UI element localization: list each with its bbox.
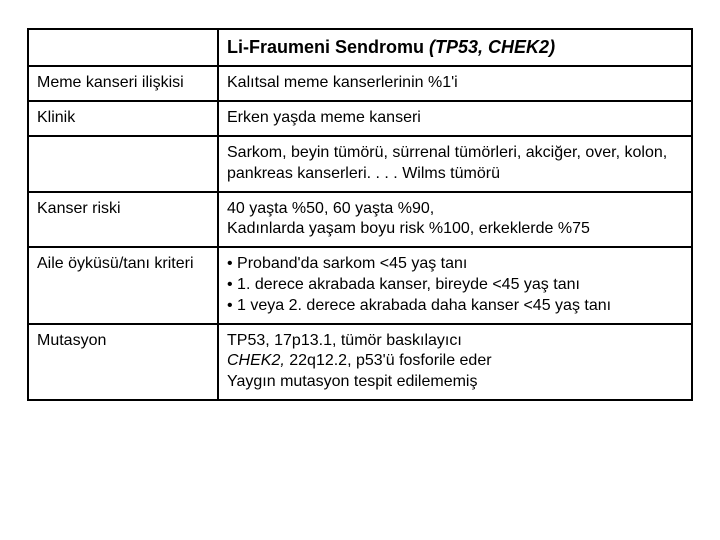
table-row: Aile öyküsü/tanı kriteri • Proband'da sa…	[28, 247, 692, 323]
header-title-plain: Li-Fraumeni Sendromu	[227, 37, 429, 57]
row-value: Erken yaşda meme kanseri	[218, 101, 692, 136]
header-title-italic: (TP53, CHEK2)	[429, 37, 555, 57]
row-value: 40 yaşta %50, 60 yaşta %90, Kadınlarda y…	[218, 192, 692, 248]
table-row: Sarkom, beyin tümörü, sürrenal tümörleri…	[28, 136, 692, 192]
table-row: Kanser riski 40 yaşta %50, 60 yaşta %90,…	[28, 192, 692, 248]
table-row: Klinik Erken yaşda meme kanseri	[28, 101, 692, 136]
mutation-line3: Yaygın mutasyon tespit edilememiş	[227, 373, 477, 390]
row-label: Mutasyon	[28, 324, 218, 400]
syndrome-table: Li-Fraumeni Sendromu (TP53, CHEK2) Meme …	[27, 28, 693, 401]
table-row: Meme kanseri ilişkisi Kalıtsal meme kans…	[28, 66, 692, 101]
row-value: Sarkom, beyin tümörü, sürrenal tümörleri…	[218, 136, 692, 192]
row-label: Kanser riski	[28, 192, 218, 248]
row-label: Aile öyküsü/tanı kriteri	[28, 247, 218, 323]
mutation-line2-plain: 22q12.2, p53'ü fosforile eder	[285, 352, 492, 369]
row-value: • Proband'da sarkom <45 yaş tanı • 1. de…	[218, 247, 692, 323]
mutation-line1: TP53, 17p13.1, tümör baskılayıcı	[227, 332, 462, 349]
mutation-line2-italic: CHEK2,	[227, 352, 285, 369]
row-value: TP53, 17p13.1, tümör baskılayıcı CHEK2, …	[218, 324, 692, 400]
row-value: Kalıtsal meme kanserlerinin %1'i	[218, 66, 692, 101]
row-label	[28, 136, 218, 192]
table-row: Mutasyon TP53, 17p13.1, tümör baskılayıc…	[28, 324, 692, 400]
row-label: Klinik	[28, 101, 218, 136]
row-label: Meme kanseri ilişkisi	[28, 66, 218, 101]
header-label-cell	[28, 29, 218, 66]
header-value-cell: Li-Fraumeni Sendromu (TP53, CHEK2)	[218, 29, 692, 66]
table-header-row: Li-Fraumeni Sendromu (TP53, CHEK2)	[28, 29, 692, 66]
